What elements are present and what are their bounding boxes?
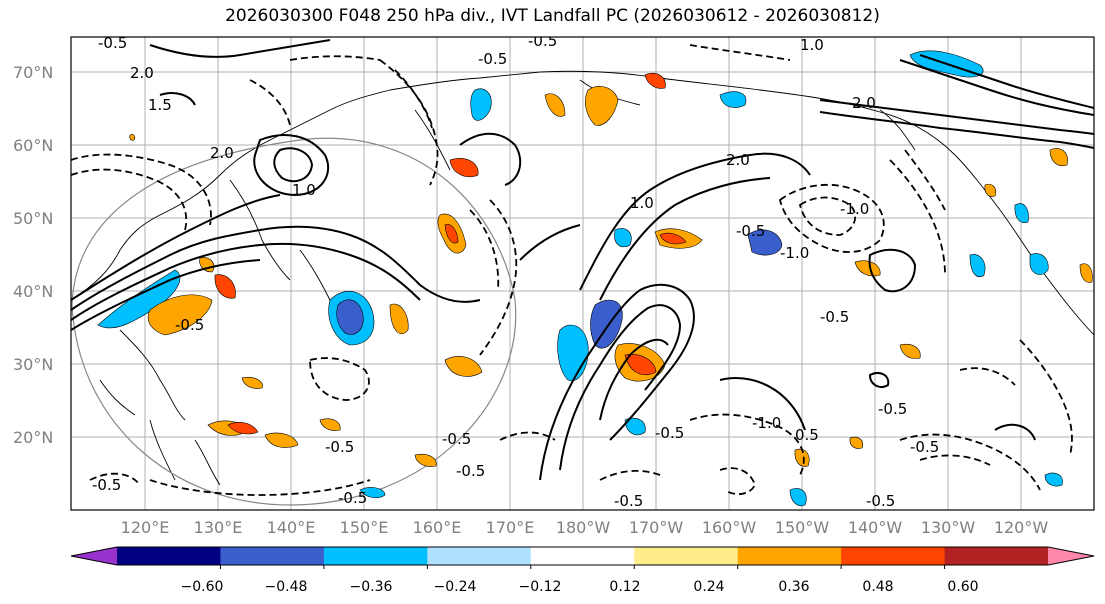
colorbar-ticks: −0.60 −0.48 −0.36 −0.24 −0.12 0.12 0.24 … <box>181 579 979 595</box>
contour-label: 2.0 <box>210 144 234 162</box>
contour-label: 0.5 <box>795 426 819 444</box>
lat-label: 30°N <box>13 355 53 374</box>
colorbar-tick-label: −0.12 <box>519 579 562 595</box>
lon-label: 170°E <box>486 518 535 537</box>
contour-label: 1.0 <box>292 181 316 199</box>
lon-label: 170°W <box>629 518 684 537</box>
colorbar-bin <box>323 547 428 565</box>
colorbar-extend-high <box>1048 547 1094 565</box>
dashed-contours <box>71 44 1073 496</box>
colorbar-tick-label: −0.60 <box>181 579 224 595</box>
colorbar-bin <box>220 547 325 565</box>
contour-label: -0.5 <box>338 489 367 507</box>
contour-label: -1.0 <box>752 414 781 432</box>
colorbar-bin <box>737 547 842 565</box>
latitude-labels: 70°N 60°N 50°N 40°N 30°N 20°N <box>13 63 53 447</box>
colorbar-tick-label: 0.12 <box>609 579 640 595</box>
colorbar-extend-low <box>71 547 117 565</box>
lat-label: 70°N <box>13 63 53 82</box>
contour-label: -0.5 <box>866 492 895 510</box>
lat-label: 50°N <box>13 209 53 228</box>
colorbar-bin <box>530 547 635 565</box>
contour-label: -0.5 <box>528 32 557 50</box>
map-title: 2026030300 F048 250 hPa div., IVT Landfa… <box>225 6 880 26</box>
map-panel: -0.5 1.0 2.0 1.5 -0.5 2.0 2.0 -0.5 -1.0 … <box>71 32 1094 510</box>
lon-label: 140°W <box>848 518 903 537</box>
contour-label: -0.5 <box>655 424 684 442</box>
contour-label: -0.5 <box>736 222 765 240</box>
contour-label: -0.5 <box>478 50 507 68</box>
solid-contours <box>71 39 1094 481</box>
colorbar-tick-label: 0.48 <box>862 579 893 595</box>
lon-label: 120°E <box>121 518 170 537</box>
lat-label: 40°N <box>13 282 53 301</box>
lon-label: 130°W <box>921 518 976 537</box>
contour-label: 2.0 <box>130 64 154 82</box>
positive-div-shading <box>129 72 1093 467</box>
colorbar-tick-label: −0.48 <box>265 579 308 595</box>
contour-label: -1.0 <box>840 200 869 218</box>
contour-label: -0.5 <box>175 316 204 334</box>
lon-label: 180°W <box>556 518 611 537</box>
contour-label: -0.5 <box>92 476 121 494</box>
lat-label: 20°N <box>13 428 53 447</box>
lon-label: 140°E <box>267 518 316 537</box>
contour-label: -0.5 <box>910 438 939 456</box>
colorbar-tick-label: 0.60 <box>947 579 978 595</box>
colorbar-tick-label: −0.36 <box>350 579 393 595</box>
lon-label: 150°E <box>340 518 389 537</box>
contour-label: -0.5 <box>878 400 907 418</box>
colorbar-bin <box>841 547 946 565</box>
lat-label: 60°N <box>13 136 53 155</box>
map-frame <box>70 36 1095 511</box>
colorbar-bin <box>427 547 532 565</box>
colorbar-bin <box>634 547 739 565</box>
contour-label: -0.5 <box>820 308 849 326</box>
colorbar-bin <box>944 547 1049 565</box>
negative-div-shading <box>97 50 1063 507</box>
lon-label: 120°W <box>994 518 1049 537</box>
longitude-labels: 120°E 130°E 140°E 150°E 160°E 170°E 180°… <box>121 518 1049 537</box>
contour-labels: -0.5 1.0 2.0 1.5 -0.5 2.0 2.0 -0.5 -1.0 … <box>92 32 939 510</box>
colorbar-tick-label: −0.24 <box>434 579 477 595</box>
contour-label: -0.5 <box>325 438 354 456</box>
colorbar-outline <box>70 546 1095 566</box>
lon-label: 130°E <box>194 518 243 537</box>
lon-label: 160°W <box>702 518 757 537</box>
contour-label: -1.0 <box>780 244 809 262</box>
contour-label: -0.5 <box>442 430 471 448</box>
contour-label: 2.0 <box>852 94 876 112</box>
colorbar-tick-label: 0.36 <box>778 579 809 595</box>
contour-label: 1.0 <box>630 194 654 212</box>
colorbar-bin <box>117 547 221 565</box>
lon-label: 150°W <box>775 518 830 537</box>
colorbar-tick-label: 0.24 <box>693 579 724 595</box>
colorbar <box>70 546 1095 569</box>
contour-label: 2.0 <box>726 151 750 169</box>
landfall-circle <box>71 137 517 506</box>
lon-label: 160°E <box>413 518 462 537</box>
contour-label: 1.0 <box>800 36 824 54</box>
contour-label: -0.5 <box>98 34 127 52</box>
contour-label: 1.5 <box>148 96 172 114</box>
contour-label: -0.5 <box>614 492 643 510</box>
contour-label: -0.5 <box>456 462 485 480</box>
